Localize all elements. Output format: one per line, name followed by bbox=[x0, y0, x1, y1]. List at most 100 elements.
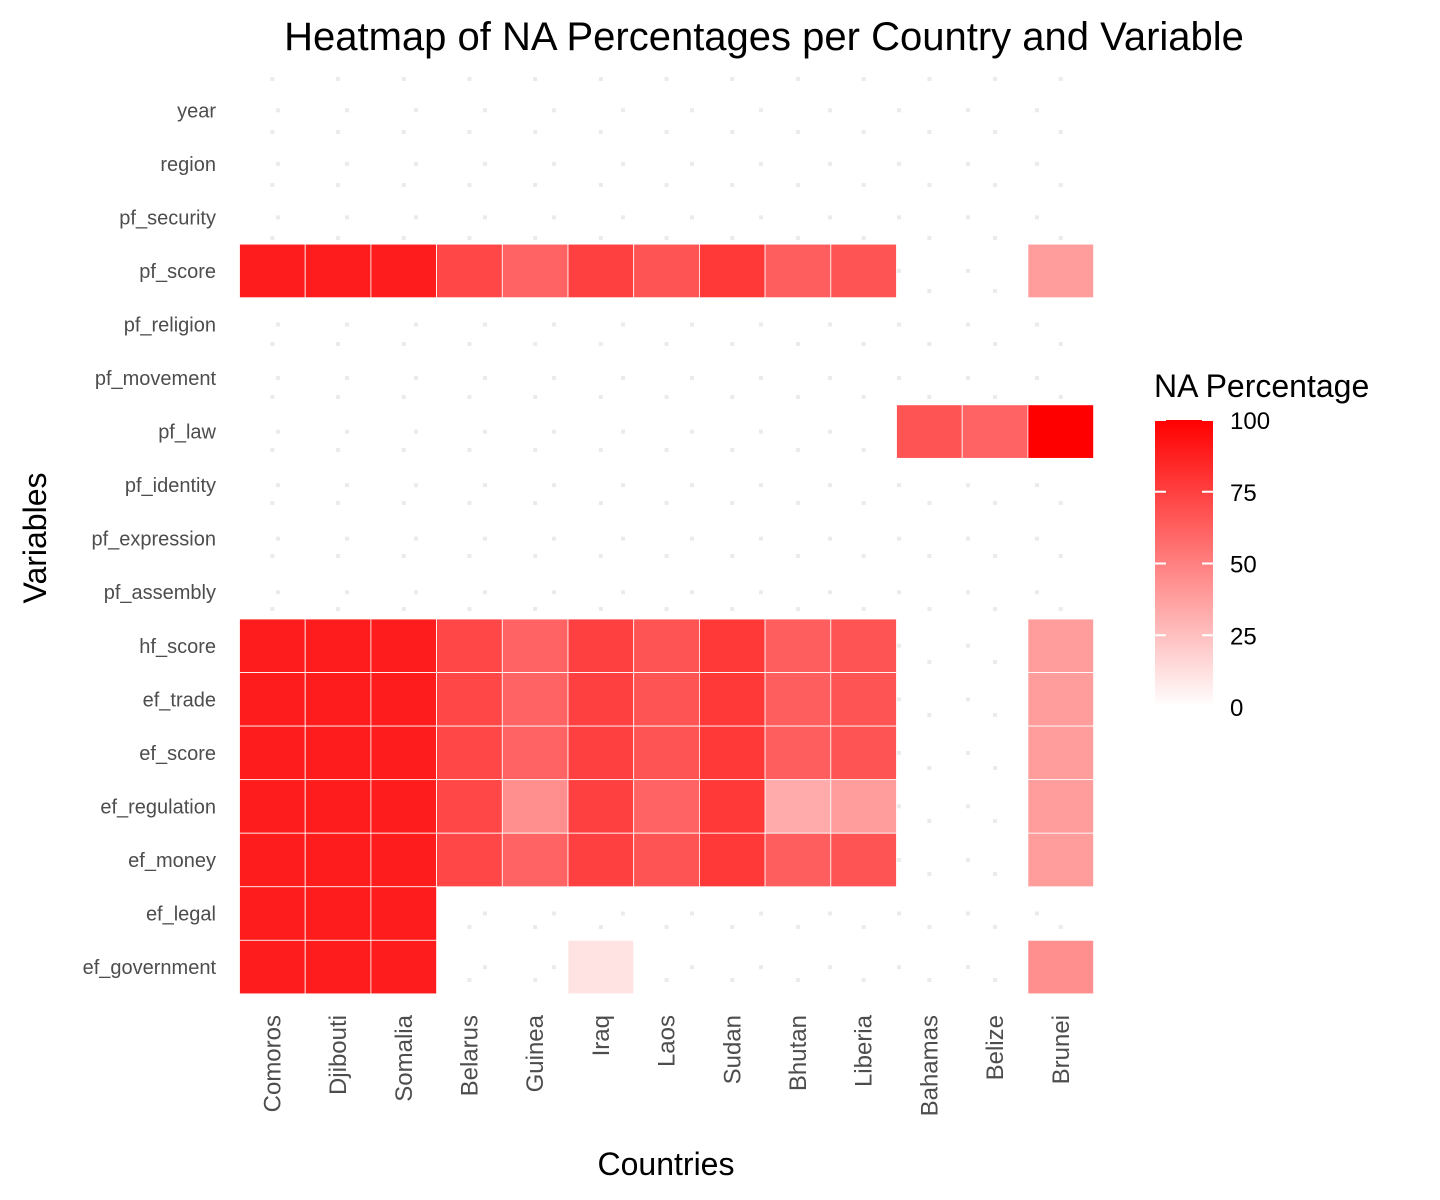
heatmap-cell bbox=[699, 725, 766, 781]
heatmap-cell bbox=[633, 672, 700, 727]
heatmap-cell bbox=[1027, 779, 1095, 834]
heatmap-cell bbox=[699, 672, 766, 727]
legend: NA Percentage 100 75 50 25 0 bbox=[1154, 368, 1369, 722]
heatmap-cell bbox=[633, 779, 700, 834]
heatmap-cell bbox=[501, 725, 569, 781]
heatmap-cell bbox=[436, 832, 503, 888]
y-tick-label: ef_government bbox=[83, 957, 217, 979]
y-tick-label: pf_assembly bbox=[104, 582, 216, 604]
heatmap-cell bbox=[830, 618, 897, 673]
heatmap-cell bbox=[764, 243, 832, 299]
legend-tick-label: 75 bbox=[1230, 480, 1257, 507]
y-tick-label: ef_trade bbox=[143, 689, 216, 711]
heatmap-cell bbox=[567, 618, 635, 673]
heatmap-cell bbox=[239, 618, 306, 673]
x-tick-label: Somalia bbox=[391, 1014, 418, 1101]
heatmap-cell bbox=[764, 672, 832, 727]
legend-tick-label: 25 bbox=[1230, 623, 1257, 650]
heatmap-cell bbox=[370, 618, 437, 673]
heatmap-cell bbox=[239, 243, 306, 299]
y-tick-label: pf_law bbox=[158, 422, 216, 444]
y-tick-label: hf_score bbox=[139, 636, 216, 658]
legend-tick-label: 100 bbox=[1230, 408, 1270, 435]
x-tick-label: Sudan bbox=[719, 1015, 746, 1084]
legend-tick-label: 50 bbox=[1230, 552, 1257, 579]
heatmap-cell bbox=[304, 672, 372, 727]
heatmap-cell bbox=[436, 243, 503, 299]
y-tick-label: year bbox=[177, 100, 216, 122]
x-tick-label: Liberia bbox=[851, 1014, 878, 1087]
heatmap-cell bbox=[304, 886, 372, 941]
heatmap-cell bbox=[501, 243, 569, 299]
heatmap-cell bbox=[304, 939, 372, 995]
chart-title: Heatmap of NA Percentages per Country an… bbox=[284, 15, 1244, 59]
heatmap-cell bbox=[370, 832, 437, 888]
x-tick-label: Brunei bbox=[1048, 1015, 1075, 1084]
heatmap-cell bbox=[1027, 672, 1095, 727]
heatmap-cell bbox=[239, 832, 306, 888]
x-tick-label: Belarus bbox=[456, 1015, 483, 1096]
x-tick-labels: Comoros Djibouti Somalia Belarus Guinea Iraq L… bbox=[259, 1014, 1074, 1116]
heatmap-cell bbox=[304, 832, 372, 888]
heatmap-cell bbox=[633, 243, 700, 299]
heatmap-cell bbox=[961, 404, 1029, 459]
x-tick-label: Djibouti bbox=[325, 1015, 352, 1095]
y-tick-label: pf_security bbox=[119, 207, 216, 229]
x-tick-label: Belize bbox=[982, 1015, 1009, 1080]
x-axis-label: Countries bbox=[598, 1146, 735, 1182]
x-tick-label: Bahamas bbox=[916, 1015, 943, 1116]
heatmap-cell bbox=[1027, 404, 1095, 459]
y-axis-label: Variables bbox=[17, 472, 53, 603]
heatmap-cell bbox=[567, 939, 635, 995]
x-tick-label: Comoros bbox=[259, 1015, 286, 1112]
legend-tick-label: 0 bbox=[1230, 695, 1243, 722]
heatmap-cell bbox=[567, 243, 635, 299]
heatmap-cell bbox=[567, 725, 635, 781]
heatmap-cell bbox=[830, 779, 897, 834]
x-tick-label: Iraq bbox=[588, 1015, 615, 1056]
heatmap-cell bbox=[501, 779, 569, 834]
heatmap-cell bbox=[239, 779, 306, 834]
heatmap-cell bbox=[699, 618, 766, 673]
y-tick-label: region bbox=[160, 154, 216, 176]
legend-title: NA Percentage bbox=[1154, 368, 1369, 404]
x-tick-label: Bhutan bbox=[785, 1015, 812, 1091]
heatmap-cell bbox=[699, 243, 766, 299]
heatmap-cell bbox=[1027, 618, 1095, 673]
heatmap-cell bbox=[633, 725, 700, 781]
heatmap-cell bbox=[239, 886, 306, 941]
heatmap-cell bbox=[436, 725, 503, 781]
heatmap-cell bbox=[239, 725, 306, 781]
heatmap-cell bbox=[304, 725, 372, 781]
heatmap-cell bbox=[764, 832, 832, 888]
y-tick-label: ef_regulation bbox=[100, 796, 216, 818]
y-tick-label: pf_expression bbox=[91, 529, 216, 551]
heatmap-cell bbox=[764, 725, 832, 781]
heatmap-cell bbox=[764, 618, 832, 673]
heatmap-cell bbox=[633, 618, 700, 673]
heatmap-cell bbox=[1027, 832, 1095, 888]
heatmap-cell bbox=[699, 779, 766, 834]
heatmap-cell bbox=[239, 939, 306, 995]
heatmap-cell bbox=[304, 243, 372, 299]
y-tick-label: pf_identity bbox=[125, 475, 216, 497]
heatmap-cell bbox=[501, 672, 569, 727]
y-tick-label: ef_legal bbox=[146, 904, 216, 926]
heatmap-cell bbox=[436, 779, 503, 834]
heatmap-cell bbox=[1027, 725, 1095, 781]
heatmap-cell bbox=[764, 779, 832, 834]
y-tick-label: pf_score bbox=[139, 261, 216, 283]
heatmap-cell bbox=[436, 618, 503, 673]
heatmap-cell bbox=[830, 832, 897, 888]
heatmap-cell bbox=[239, 672, 306, 727]
y-tick-labels: year region pf_security pf_score pf_religion… bbox=[83, 100, 217, 979]
heatmap-cell bbox=[830, 243, 897, 299]
heatmap-cell bbox=[633, 832, 700, 888]
heatmap-cell bbox=[370, 672, 437, 727]
y-tick-label: ef_score bbox=[139, 743, 216, 765]
heatmap-cell bbox=[830, 672, 897, 727]
heatmap-cell bbox=[370, 779, 437, 834]
heatmap-cell bbox=[896, 404, 963, 459]
y-tick-label: ef_money bbox=[128, 850, 216, 872]
